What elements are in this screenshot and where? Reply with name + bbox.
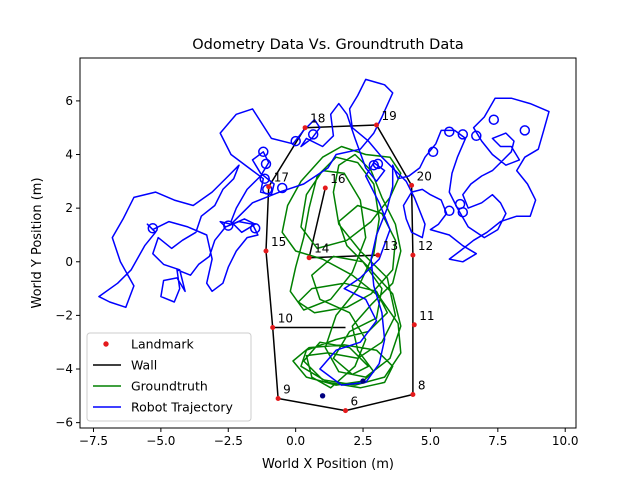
x-tick-label: −7.5 xyxy=(79,434,108,448)
trajectory-loop-6 xyxy=(259,173,270,184)
trajectory-loop-1 xyxy=(147,223,159,234)
legend-swatch-landmark xyxy=(103,341,109,347)
axes-frame xyxy=(79,57,577,429)
landmark-label-17: 17 xyxy=(274,171,289,185)
landmark-label-18: 18 xyxy=(310,112,325,126)
legend-label-wall: Wall xyxy=(131,358,157,373)
trajectory-loop-9 xyxy=(290,135,301,147)
wall-segment-4 xyxy=(308,187,327,258)
series-line-groundtruth xyxy=(281,145,402,389)
landmark-label-9: 9 xyxy=(283,383,291,397)
trajectory-loop-15 xyxy=(457,129,469,140)
plot-area: 6 8 9 10 11 12 13 14 15 16 17 18 19 20 xyxy=(98,78,550,414)
trajectory-loop-17 xyxy=(488,114,500,125)
landmark-label-13: 13 xyxy=(383,239,398,253)
x-tick-label: −5.0 xyxy=(146,434,175,448)
axis-ticks: −7.5 −5.0 −2.5 0.0 2.5 5.0 7.5 10.0 −6 −4 −2 0 2 4 6 xyxy=(55,94,578,448)
landmark-label-11: 11 xyxy=(419,309,434,323)
landmark-10 xyxy=(270,325,276,330)
x-tick-label: 7.5 xyxy=(488,434,507,448)
trajectory-loop-21 xyxy=(457,206,469,218)
landmark-label-15: 15 xyxy=(271,235,286,249)
landmark-20 xyxy=(409,182,415,188)
landmark-label-8: 8 xyxy=(418,379,426,393)
trajectory-loop-14 xyxy=(444,126,455,137)
start-marker-1 xyxy=(319,393,326,399)
landmark-15 xyxy=(263,248,269,254)
landmark-label-19: 19 xyxy=(382,109,397,123)
trajectory-loop-4 xyxy=(258,146,269,158)
x-axis-label: World X Position (m) xyxy=(262,457,394,472)
landmark-8 xyxy=(410,392,416,397)
landmark-13 xyxy=(375,252,381,258)
landmark-label-6: 6 xyxy=(351,395,359,409)
legend-label-landmark: Landmark xyxy=(131,337,194,352)
legend-box xyxy=(86,332,252,422)
landmark-19 xyxy=(374,122,379,128)
trajectory-loop-13 xyxy=(427,146,439,158)
y-axis-label: World Y Position (m) xyxy=(30,177,45,308)
y-tick-label: 4 xyxy=(65,148,73,162)
landmark-12 xyxy=(410,252,416,258)
landmark-18 xyxy=(302,125,308,131)
y-tick-label: −6 xyxy=(55,416,73,430)
landmark-17 xyxy=(266,184,272,190)
legend-label-robot-trajectory: Robot Trajectory xyxy=(131,400,234,415)
landmark-6 xyxy=(343,408,348,414)
landmark-14 xyxy=(306,255,312,261)
trajectory-loop-19 xyxy=(444,205,455,217)
landmark-label-16: 16 xyxy=(330,172,345,186)
x-tick-label: −2.5 xyxy=(214,434,243,448)
landmark-label-12: 12 xyxy=(418,239,433,253)
landmark-label-14: 14 xyxy=(314,242,329,256)
trajectory-loop-16 xyxy=(471,130,482,142)
trajectory-loop-10 xyxy=(307,129,319,140)
trajectory-loop-5 xyxy=(260,158,272,170)
y-tick-label: −2 xyxy=(55,308,73,322)
y-tick-label: 2 xyxy=(65,201,73,215)
trajectory-loop-8 xyxy=(276,182,288,194)
landmark-11 xyxy=(411,322,417,328)
y-tick-label: −4 xyxy=(55,362,73,376)
x-tick-label: 10.0 xyxy=(552,434,579,448)
landmark-9 xyxy=(275,396,281,401)
legend: Landmark Wall Groundtruth Robot Trajectory xyxy=(86,332,252,422)
chart-title: Odometry Data Vs. Groundtruth Data xyxy=(192,37,464,53)
series-line-robot-trajectory xyxy=(98,78,550,386)
trajectory-loop-3 xyxy=(249,223,261,234)
y-tick-label: 6 xyxy=(65,94,73,108)
landmark-label-10: 10 xyxy=(278,312,293,326)
trajectory-loop-2 xyxy=(223,220,234,231)
y-tick-label: 0 xyxy=(65,255,73,269)
wall-segment-3 xyxy=(309,254,378,259)
x-tick-label: 5.0 xyxy=(421,434,440,448)
legend-label-groundtruth: Groundtruth xyxy=(131,379,208,394)
trajectory-loop-12 xyxy=(372,158,384,170)
landmark-16 xyxy=(322,185,328,191)
landmark-label-20: 20 xyxy=(417,169,432,183)
x-tick-label: 2.5 xyxy=(353,434,372,448)
trajectory-loop-18 xyxy=(519,125,531,136)
x-tick-label: 0.0 xyxy=(286,434,305,448)
start-marker-2 xyxy=(360,378,366,384)
